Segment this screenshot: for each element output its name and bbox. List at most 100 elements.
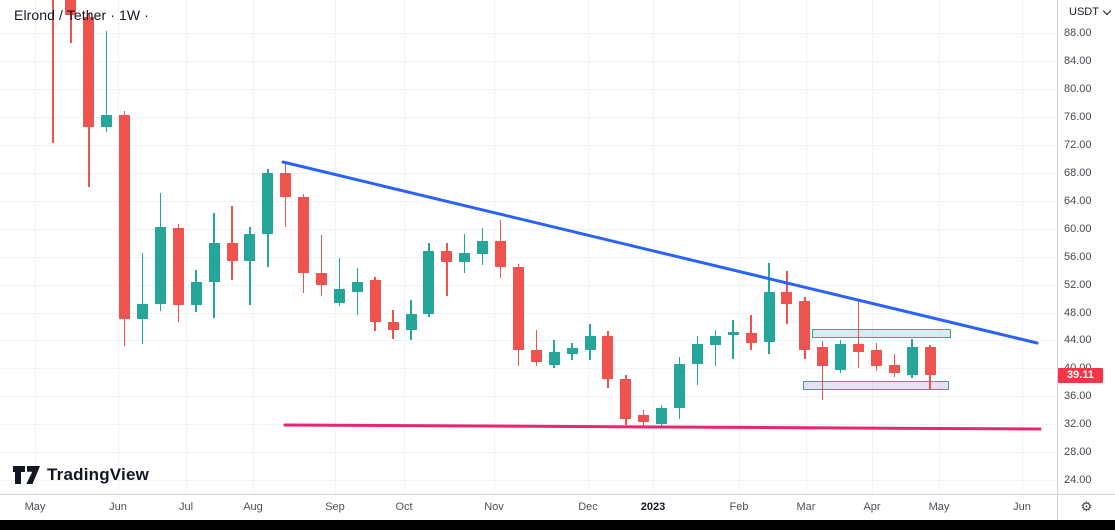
- candle-up: [691, 343, 703, 365]
- candle-down: [280, 172, 292, 198]
- candle-up: [405, 313, 417, 330]
- candle-down: [817, 346, 829, 367]
- candle-up: [566, 348, 578, 354]
- axis-settings-corner: ⚙: [1057, 494, 1115, 520]
- candle-down: [65, 0, 77, 15]
- candle-down: [870, 349, 882, 367]
- candle-down: [83, 16, 95, 128]
- candle-up: [208, 243, 220, 282]
- time-tick-label: Feb: [729, 501, 749, 513]
- candle-up: [101, 114, 113, 128]
- candle-wick: [857, 299, 860, 368]
- candle-wick: [249, 227, 251, 305]
- candle-down: [369, 280, 381, 322]
- tradingview-logo[interactable]: TradingView: [13, 465, 149, 485]
- v-gridline: [739, 0, 740, 494]
- candle-up: [190, 281, 202, 305]
- candle-down: [298, 197, 310, 273]
- v-gridline: [1022, 0, 1023, 494]
- candle-wick: [714, 329, 717, 366]
- time-tick-label: May: [928, 501, 950, 513]
- chevron-down-icon: [1102, 6, 1112, 15]
- candle-down: [512, 267, 524, 351]
- candle-down: [799, 301, 811, 350]
- candle-down: [226, 243, 238, 262]
- time-tick-label: Nov: [484, 501, 504, 513]
- currency-label: USDT: [1069, 6, 1099, 18]
- v-gridline: [35, 0, 36, 494]
- candle-down: [172, 227, 184, 305]
- h-gridline: [0, 88, 1057, 90]
- tradingview-logo-icon: [13, 466, 40, 484]
- h-gridline: [0, 144, 1057, 146]
- h-gridline: [0, 116, 1057, 118]
- price-zone-box: [803, 380, 949, 391]
- price-tick-label: 52.00: [1064, 278, 1092, 291]
- h-gridline: [0, 33, 1057, 34]
- candle-down: [638, 415, 650, 423]
- price-tick-label: 80.00: [1064, 82, 1092, 95]
- horizontal-support-trendline[interactable]: [283, 423, 1042, 431]
- h-gridline: [0, 312, 1057, 314]
- candle-up: [548, 351, 560, 365]
- price-tick-label: 24.00: [1064, 474, 1092, 487]
- time-axis[interactable]: May Jun Jul Aug Sep Oct Nov Dec 2023 Feb Mar Apr May…: [0, 494, 1057, 520]
- v-gridline: [806, 0, 807, 494]
- candle-up: [584, 336, 596, 350]
- candle-down: [602, 335, 614, 379]
- candle-down: [530, 350, 542, 363]
- candle-wick: [732, 320, 734, 360]
- candle-down: [441, 251, 453, 263]
- chart-plot-area[interactable]: Elrond / Tether · 1W · TradingView: [0, 0, 1057, 494]
- candle-down: [495, 241, 506, 268]
- v-gridline: [118, 0, 119, 494]
- candle-wick: [821, 341, 824, 400]
- price-tick-label: 64.00: [1064, 194, 1092, 207]
- candle-wick: [231, 206, 233, 280]
- price-tick-label: 88.00: [1064, 27, 1092, 39]
- price-tick-label: 36.00: [1064, 390, 1092, 403]
- v-gridline: [872, 0, 873, 494]
- h-gridline: [0, 60, 1057, 62]
- tradingview-logo-text: TradingView: [47, 465, 150, 484]
- descending-resistance-trendline[interactable]: [281, 160, 1039, 345]
- time-tick-label: Apr: [863, 501, 881, 513]
- candle-up: [906, 347, 918, 376]
- time-tick-label: May: [24, 501, 46, 513]
- h-gridline: [0, 424, 1057, 426]
- price-tick-label: 44.00: [1064, 334, 1092, 347]
- price-tick-label: 72.00: [1064, 138, 1092, 151]
- time-tick-label: Aug: [243, 501, 263, 513]
- candle-wick: [141, 253, 144, 344]
- candle-down: [316, 272, 327, 286]
- symbol-title[interactable]: Elrond / Tether · 1W ·: [14, 7, 149, 23]
- candle-wick: [320, 234, 323, 297]
- candle-up: [137, 304, 148, 320]
- candle-up: [423, 251, 435, 314]
- candle-up: [763, 291, 775, 342]
- candle-down: [924, 347, 936, 375]
- h-gridline: [0, 340, 1057, 342]
- candle-up: [333, 289, 345, 303]
- candle-wick: [535, 329, 538, 366]
- candle-wick: [70, 0, 72, 43]
- gear-icon[interactable]: ⚙: [1080, 500, 1093, 515]
- candle-wick: [105, 30, 108, 132]
- candle-up: [674, 363, 685, 409]
- price-tick-label: 68.00: [1064, 166, 1092, 179]
- currency-selector[interactable]: USDT: [1069, 6, 1112, 18]
- candle-up: [244, 234, 256, 262]
- candle-up: [477, 240, 489, 255]
- h-gridline: [0, 480, 1057, 482]
- v-gridline: [653, 0, 654, 494]
- candle-up: [351, 281, 363, 293]
- time-tick-label: Dec: [578, 501, 598, 513]
- h-gridline: [0, 200, 1057, 202]
- price-axis[interactable]: USDT 88.00 84.00 80.00 76.00 72.00 68.00 64.00…: [1057, 0, 1115, 520]
- price-tick-label: 56.00: [1064, 250, 1092, 263]
- price-tick-label: 76.00: [1064, 110, 1092, 123]
- candle-up: [656, 407, 668, 425]
- h-gridline: [0, 172, 1057, 174]
- time-tick-label: Oct: [395, 501, 413, 513]
